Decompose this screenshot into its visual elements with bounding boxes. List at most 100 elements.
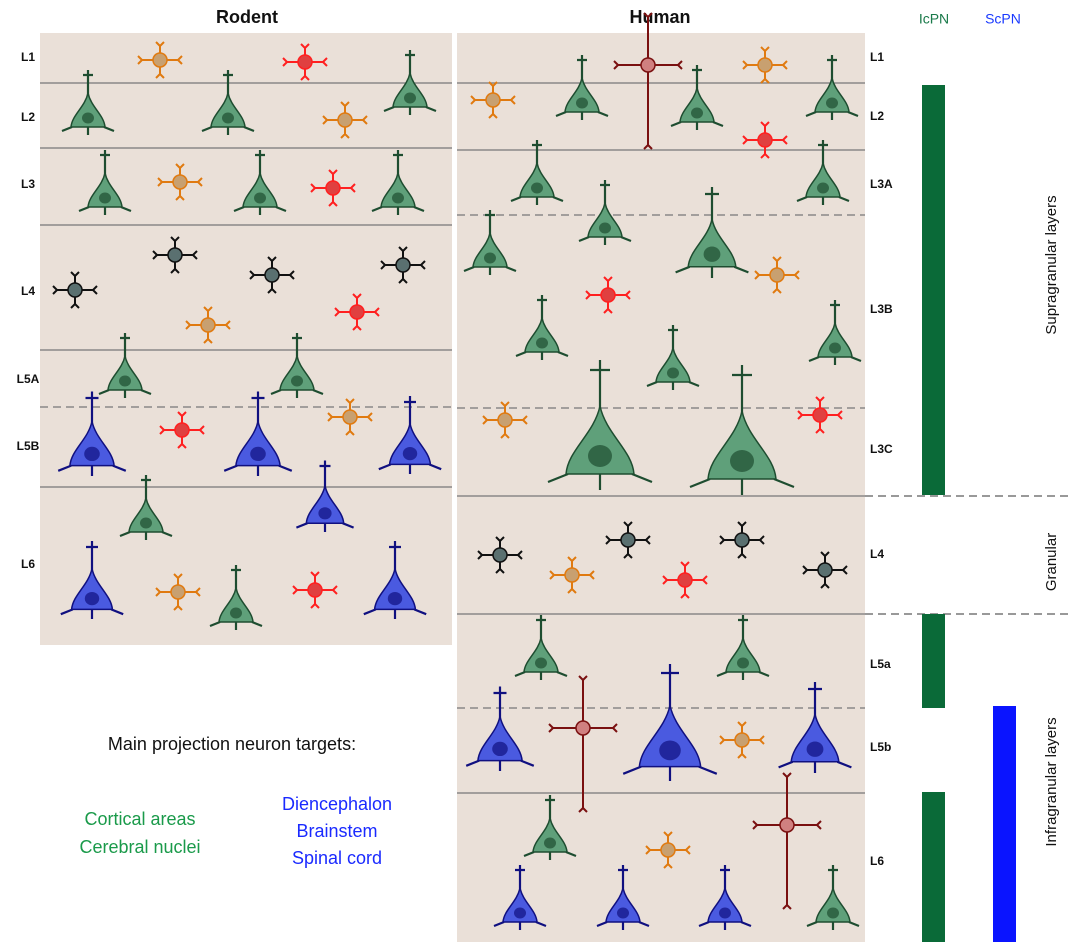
soma [735,733,749,747]
human-header: Human [629,7,690,27]
layer-label: L3A [870,177,893,191]
nucleus [807,742,824,757]
nucleus [531,183,543,194]
layer-label: L6 [21,557,35,571]
layer-label: L4 [870,547,884,561]
soma [758,133,772,147]
legend-subcortical: Spinal cord [292,848,382,868]
soma [641,58,655,72]
nucleus [599,223,611,234]
soma [661,843,675,857]
legend-subcortical: Diencephalon [282,794,392,814]
soma [175,423,189,437]
scpn-header: ScPN [985,11,1021,27]
nucleus [392,193,404,204]
soma [168,248,182,262]
nucleus [85,592,99,605]
layer-label: L3B [870,302,893,316]
legend-cortical: Cerebral nuclei [79,837,200,857]
layer-label: L5a [870,657,891,671]
nucleus [82,113,94,124]
soma [780,818,794,832]
layer-label: L1 [21,50,35,64]
nucleus [737,658,749,669]
nucleus [250,447,266,461]
soma [770,268,784,282]
nucleus [119,376,131,387]
nucleus [99,193,111,204]
soma [498,413,512,427]
soma [326,181,340,195]
soma [486,93,500,107]
soma [678,573,692,587]
nucleus [535,658,547,669]
soma [201,318,215,332]
soma [565,568,579,582]
nucleus [388,592,402,605]
layer-label: L5A [17,372,40,386]
nucleus [667,368,679,379]
soma [338,113,352,127]
soma [576,721,590,735]
soma [343,410,357,424]
layer-label: L6 [870,854,884,868]
layer-label: L2 [870,109,884,123]
nucleus [222,113,234,124]
soma [813,408,827,422]
diagram: Rodent Human IcPN ScPN Supragranular lay… [0,0,1071,942]
nucleus [719,908,731,919]
nucleus [230,608,242,619]
layer-label: L3 [21,177,35,191]
legend-subcortical: Brainstem [296,821,377,841]
bars [922,85,1016,942]
nucleus [403,447,417,460]
nucleus [691,108,703,119]
zone-label: Supragranular layers [1043,195,1060,334]
nucleus [514,908,526,919]
nucleus [617,908,629,919]
soma [818,563,832,577]
nucleus [318,507,331,519]
soma [758,58,772,72]
soma [153,53,167,67]
human-panel [457,33,865,942]
nucleus [827,908,839,919]
nucleus [817,183,829,194]
zone-label: Granular [1043,533,1060,591]
soma [265,268,279,282]
nucleus [254,193,266,204]
nucleus [826,98,838,109]
soma [493,548,507,562]
icpn-header: IcPN [919,11,949,27]
zone-label: Infragranular layers [1043,717,1060,846]
nucleus [704,247,721,262]
soma [621,533,635,547]
soma [350,305,364,319]
layer-label: L1 [870,50,884,64]
nucleus [492,742,508,756]
nucleus [588,445,612,467]
nucleus [484,253,496,264]
layer-label: L5b [870,740,891,754]
soma [298,55,312,69]
layer-label: L5B [17,439,40,453]
nucleus [659,741,681,761]
nucleus [829,343,841,354]
rodent-header: Rodent [216,7,278,27]
soma [601,288,615,302]
nucleus [730,450,754,472]
nucleus [140,518,152,529]
soma [396,258,410,272]
legend-cortical: Cortical areas [84,809,195,829]
nucleus [536,338,548,349]
soma [308,583,322,597]
layer-label: L4 [21,284,35,298]
soma [173,175,187,189]
nucleus [544,838,556,849]
nucleus [404,93,416,104]
legend-title: Main projection neuron targets: [108,734,356,754]
layer-label: L2 [21,110,35,124]
nucleus [291,376,303,387]
soma [735,533,749,547]
nucleus [576,98,588,109]
